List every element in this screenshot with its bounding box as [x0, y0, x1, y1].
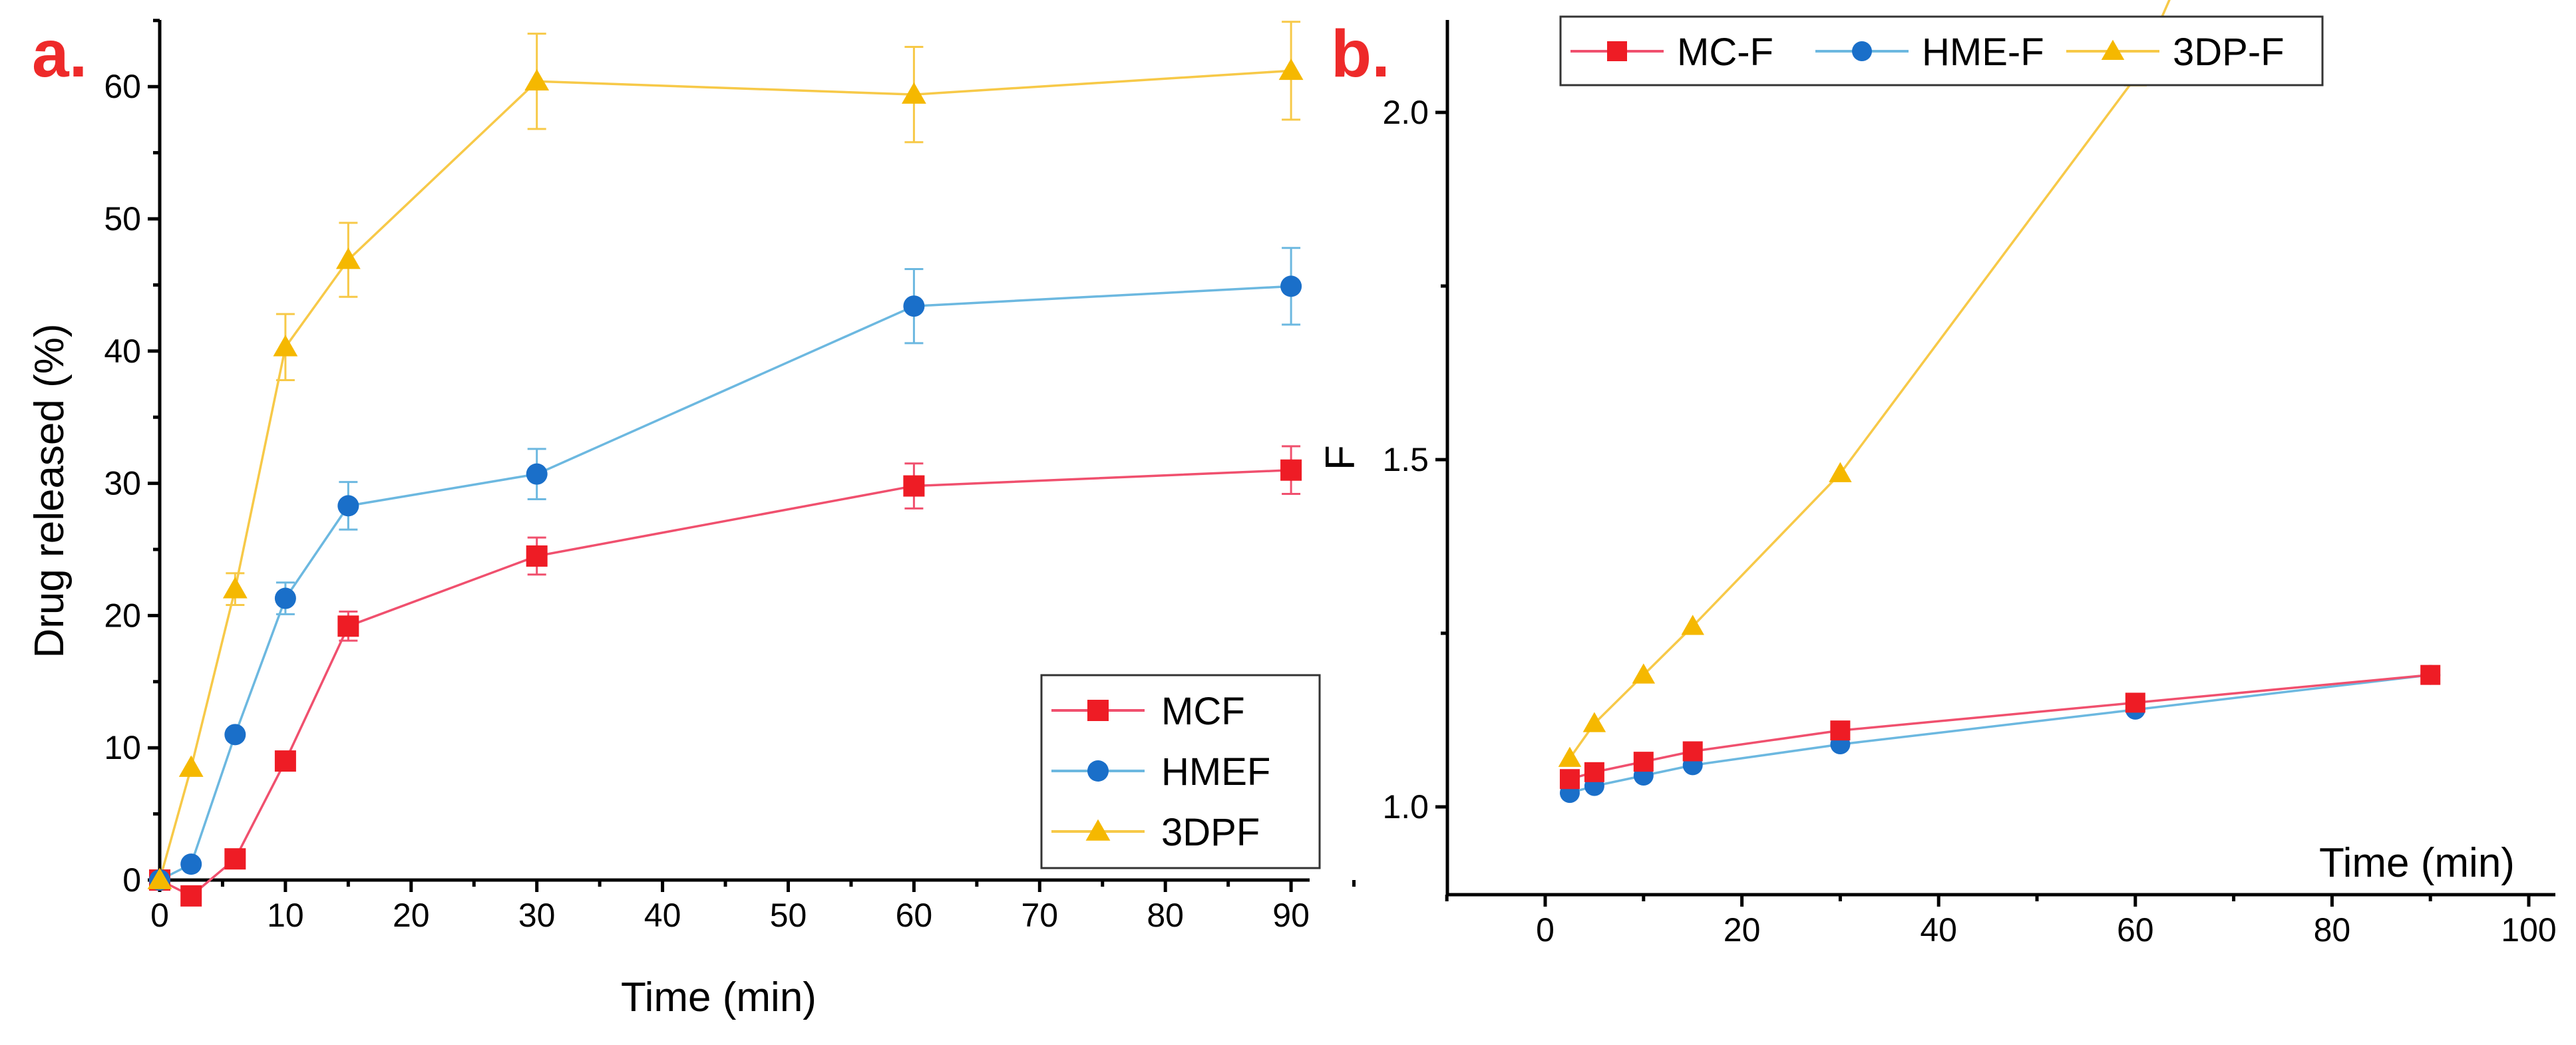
data-point-HMEF [903, 295, 925, 317]
panel-a-axes: 0 10 20 30 40 50 60 70 80 90 0 10 20 30 40 50 60 [104, 19, 1356, 934]
panel-a-x-tick-label: 60 [896, 897, 933, 934]
panel-a-x-tick-label: 50 [770, 897, 807, 934]
data-point-MC-F [1559, 769, 1580, 790]
panel-a-x-tick-label: 90 [1272, 897, 1310, 934]
panel-a-legend: MCF HMEF 3DPF [1040, 674, 1321, 869]
panel-a-x-tick-label: 0 [150, 897, 169, 934]
data-point-3DPF [273, 335, 298, 357]
series-line-3DPF [158, 69, 1292, 881]
panel-b-series-lines [1568, 0, 2431, 794]
data-point-MCF [224, 848, 246, 870]
legend-label-3DPF: 3DPF [1161, 811, 1260, 854]
panel-a-y-tick-label: 30 [104, 465, 141, 502]
panel-a-x-tick-label: 20 [393, 897, 430, 934]
data-point-3DP-F [1632, 663, 1656, 684]
panel-a-x-tick-label: 70 [1021, 897, 1058, 934]
panel-a-x-axis-title: Time (min) [621, 974, 817, 1020]
legend-marker-3DP-F [2101, 39, 2125, 60]
data-point-HMEF [180, 853, 202, 875]
series-line-HMEF [159, 285, 1292, 881]
data-point-HMEF [274, 587, 296, 609]
legend-label-MC-F: MC-F [1677, 31, 1773, 74]
panel-b-legend-box [1559, 15, 2324, 86]
panel-b-x-tick-label: 0 [1536, 911, 1555, 949]
data-point-MC-F [1584, 762, 1604, 782]
data-point-MC-F [1682, 741, 1703, 762]
data-point-HMEF [224, 724, 246, 746]
panel-a-drug-release-chart: a. 0 10 20 30 40 50 60 70 80 90 0 10 20 30 40 50 60 Time… [27, 17, 1356, 1020]
panel-b-markers [1558, 66, 2441, 804]
panel-a-x-tick-label: 30 [518, 897, 556, 934]
series-line-HME-F [1569, 673, 2431, 794]
panel-b-y-tick-label: 1.5 [1382, 441, 1429, 478]
panel-a-x-tick-label: 10 [267, 897, 304, 934]
panel-a-y-axis-title: Drug released (%) [27, 323, 73, 658]
data-point-MC-F [1633, 752, 1654, 772]
panel-b-y-tick-label: 1.0 [1382, 788, 1429, 825]
data-point-MCF [1280, 459, 1302, 481]
data-point-3DPF [1278, 58, 1304, 80]
panel-b-x-tick-label: 100 [2501, 911, 2556, 949]
panel-a-y-tick-label: 20 [104, 597, 141, 634]
panel-a-markers [147, 58, 1304, 907]
data-point-MCF [337, 615, 359, 637]
data-point-MC-F [2420, 665, 2441, 685]
legend-marker-MC-F [1607, 41, 1627, 61]
panel-a-x-tick-label: 40 [644, 897, 681, 934]
data-point-MCF [903, 475, 925, 497]
panel-a-y-tick-label: 40 [104, 333, 141, 370]
panel-b-legend: MC-F HME-F 3DP-F [1559, 15, 2324, 86]
data-point-3DPF [524, 69, 550, 91]
data-point-3DPF [178, 755, 204, 777]
data-point-MC-F [2125, 692, 2145, 713]
panel-a-x-tick-label: 80 [1147, 897, 1184, 934]
panel-b-x-tick-label: 80 [2314, 911, 2351, 949]
panel-b-x-tick-label: 60 [2117, 911, 2154, 949]
data-point-HMEF [526, 463, 548, 485]
data-point-3DP-F [1829, 462, 1852, 482]
panel-b-label: b. [1331, 17, 1390, 91]
data-point-MCF [180, 885, 202, 907]
panel-b-y-axis-title: F [1318, 445, 1364, 470]
legend-label-MCF: MCF [1161, 690, 1245, 733]
legend-label-HMEF: HMEF [1161, 750, 1270, 794]
data-point-3DP-F [1582, 712, 1606, 732]
panel-a-y-tick-label: 50 [104, 200, 141, 237]
legend-label-3DP-F: 3DP-F [2173, 31, 2285, 74]
data-point-3DPF [902, 82, 926, 104]
panel-a-y-tick-label: 0 [122, 861, 141, 899]
legend-label-HME-F: HME-F [1922, 31, 2044, 74]
data-point-3DPF [335, 247, 361, 269]
data-point-3DPF [147, 867, 172, 889]
panel-b-x-axis-title: Time (min) [2319, 840, 2515, 886]
data-point-3DPF [222, 577, 248, 599]
panel-a-label: a. [32, 17, 87, 91]
panel-b-x-tick-label: 40 [1920, 911, 1957, 949]
data-point-3DP-F [1558, 746, 1582, 767]
panel-a-y-tick-label: 10 [104, 729, 141, 766]
data-point-MC-F [1830, 720, 1851, 741]
legend-marker-3DPF [1085, 819, 1111, 841]
panel-b-x-tick-label: 20 [1724, 911, 1761, 949]
data-point-3DP-F [1681, 615, 1704, 635]
panel-a-y-tick-label: 60 [104, 68, 141, 105]
legend-marker-MCF [1087, 700, 1109, 721]
panel-a-errorbars [226, 21, 1301, 642]
data-point-MCF [526, 545, 548, 567]
series-line-3DP-F [1568, 0, 2171, 759]
data-point-HMEF [337, 495, 359, 517]
data-point-MCF [274, 750, 296, 772]
panel-b-y-tick-label: 2.0 [1382, 94, 1429, 131]
legend-marker-HME-F [1852, 41, 1872, 61]
legend-marker-HMEF [1087, 760, 1109, 782]
data-point-HMEF [1280, 275, 1302, 297]
